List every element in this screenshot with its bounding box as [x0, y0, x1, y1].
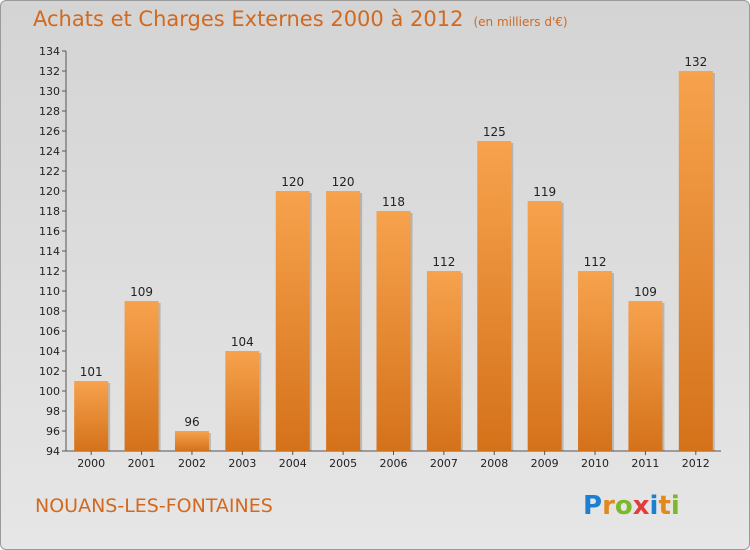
bar-2003	[225, 351, 260, 451]
y-tick-label: 96	[46, 425, 60, 438]
x-tick-label: 2007	[430, 457, 458, 470]
y-tick-label: 98	[46, 405, 60, 418]
data-label-2006: 118	[382, 195, 405, 209]
bar-2008	[477, 141, 512, 451]
data-label-2000: 101	[80, 365, 103, 379]
location-label: NOUANS-LES-FONTAINES	[35, 495, 273, 517]
y-tick-label: 118	[39, 205, 60, 218]
x-tick-label: 2010	[581, 457, 609, 470]
y-tick-label: 106	[39, 325, 60, 338]
logo-letter: x	[632, 491, 650, 521]
y-tick-label: 108	[39, 305, 60, 318]
y-tick-label: 126	[39, 125, 60, 138]
x-tick-label: 2011	[631, 457, 659, 470]
y-tick-label: 104	[39, 345, 60, 358]
data-label-2005: 120	[332, 175, 355, 189]
bar-2001	[124, 301, 159, 451]
y-tick-label: 130	[39, 85, 60, 98]
bar-2004	[275, 191, 310, 451]
y-tick-label: 114	[39, 245, 60, 258]
chart-title: Achats et Charges Externes 2000 à 2012 (e…	[33, 7, 568, 31]
x-tick-label: 2006	[380, 457, 408, 470]
y-tick-label: 132	[39, 65, 60, 78]
chart-subtitle: (en milliers d'€)	[473, 15, 568, 29]
logo-letter: i	[649, 491, 659, 521]
logo-letter: P	[583, 491, 603, 521]
y-tick-label: 110	[39, 285, 60, 298]
bar-2002	[174, 431, 209, 451]
x-tick-label: 2004	[279, 457, 307, 470]
data-label-2002: 96	[184, 415, 199, 429]
data-label-2009: 119	[533, 185, 556, 199]
x-tick-label: 2009	[531, 457, 559, 470]
bar-2011	[628, 301, 663, 451]
x-tick-label: 2005	[329, 457, 357, 470]
logo-letter: t	[658, 491, 671, 521]
logo-letter: o	[614, 491, 633, 521]
proxiti-logo[interactable]: Proxiti	[583, 491, 680, 521]
y-tick-label: 112	[39, 265, 60, 278]
data-label-2004: 120	[281, 175, 304, 189]
x-tick-label: 2012	[682, 457, 710, 470]
bar-2012	[678, 71, 713, 451]
bar-2010	[578, 271, 613, 451]
y-tick-label: 120	[39, 185, 60, 198]
data-label-2011: 109	[634, 285, 657, 299]
y-tick-label: 134	[39, 45, 60, 58]
y-tick-label: 100	[39, 385, 60, 398]
y-tick-label: 116	[39, 225, 60, 238]
x-tick-label: 2001	[128, 457, 156, 470]
bars-group: 101 109 96 104 120 120 118 112 125 119 112 109 132	[74, 55, 715, 451]
x-tick-label: 2003	[228, 457, 256, 470]
data-label-2007: 112	[432, 255, 455, 269]
data-label-2008: 125	[483, 125, 506, 139]
y-tick-label: 122	[39, 165, 60, 178]
chart-title-text: Achats et Charges Externes 2000 à 2012	[33, 7, 464, 31]
y-tick-label: 128	[39, 105, 60, 118]
data-label-2003: 104	[231, 335, 254, 349]
bar-2005	[326, 191, 361, 451]
logo-letter: r	[602, 491, 615, 521]
x-tick-label: 2002	[178, 457, 206, 470]
bar-2009	[527, 201, 562, 451]
logo-letter: i	[670, 491, 680, 521]
y-tick-label: 94	[46, 445, 60, 458]
data-label-2010: 112	[584, 255, 607, 269]
bar-2007	[426, 271, 461, 451]
y-tick-label: 102	[39, 365, 60, 378]
y-tick-label: 124	[39, 145, 60, 158]
x-tick-label: 2008	[480, 457, 508, 470]
data-label-2001: 109	[130, 285, 153, 299]
bar-2006	[376, 211, 411, 451]
axes: 9496981001021041061081101121141161181201…	[39, 45, 721, 470]
data-label-2012: 132	[684, 55, 707, 69]
x-tick-label: 2000	[77, 457, 105, 470]
bar-2000	[74, 381, 109, 451]
